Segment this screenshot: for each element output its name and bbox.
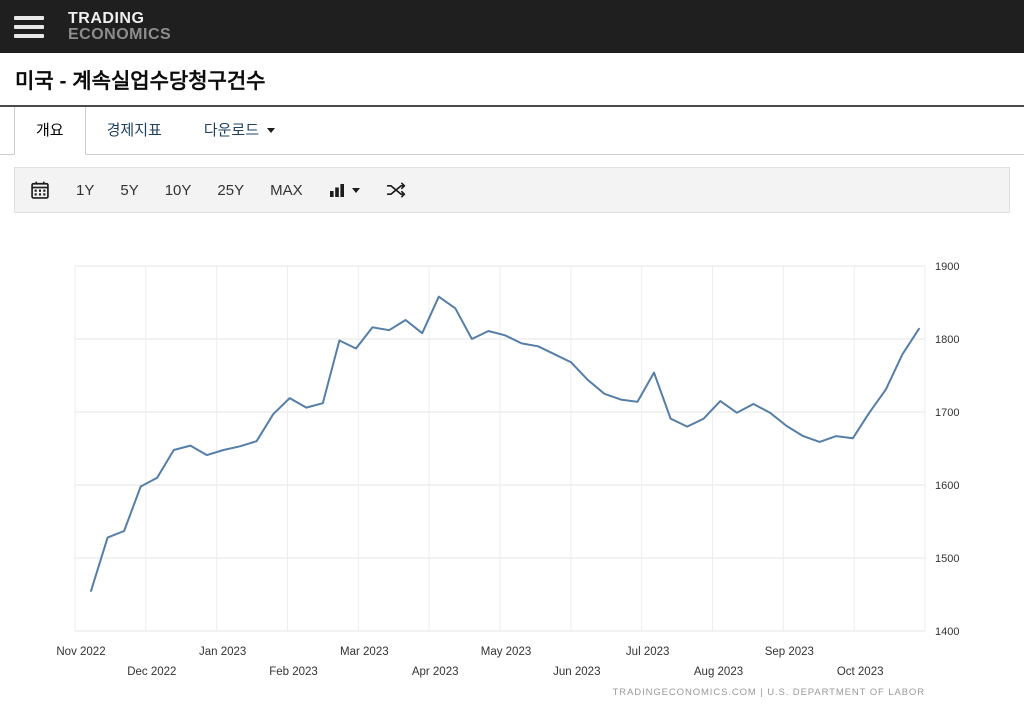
tab-overview-label: 개요 (36, 122, 64, 139)
page-title: 미국 - 계속실업수당청구건수 (15, 70, 266, 93)
brand-line-2: ECONOMICS (68, 25, 172, 43)
chart-toolbar: 1Y 5Y 10Y 25Y MAX (14, 167, 1010, 213)
bar-chart-icon (329, 184, 344, 197)
calendar-button[interactable] (30, 180, 50, 200)
svg-text:Feb 2023: Feb 2023 (269, 666, 318, 678)
tab-indicators-label: 경제지표 (106, 122, 162, 139)
brand-logo[interactable]: TRADING ECONOMICS (68, 9, 172, 43)
calendar-icon (31, 181, 49, 199)
vertical-gridlines (74, 266, 926, 631)
svg-text:Apr 2023: Apr 2023 (412, 666, 459, 678)
range-max-button[interactable]: MAX (270, 181, 303, 199)
svg-text:Dec 2022: Dec 2022 (127, 666, 176, 678)
svg-text:Aug 2023: Aug 2023 (694, 666, 743, 678)
svg-text:May 2023: May 2023 (481, 646, 532, 658)
tab-download[interactable]: 다운로드 (183, 107, 296, 154)
svg-text:1400: 1400 (935, 626, 959, 638)
svg-text:1900: 1900 (935, 261, 959, 273)
tab-download-label: 다운로드 (203, 122, 260, 139)
range-1y-button[interactable]: 1Y (76, 181, 95, 199)
series-line (90, 295, 920, 592)
chevron-down-icon (351, 187, 360, 193)
tab-overview[interactable]: 개요 (14, 107, 86, 155)
y-axis-labels: 1400 1500 1600 1700 1800 1900 (935, 261, 959, 638)
menu-icon[interactable] (14, 15, 44, 38)
chart-type-button[interactable] (329, 182, 360, 198)
tab-bar: 개요 경제지표 다운로드 (0, 107, 1024, 155)
svg-text:1800: 1800 (935, 334, 959, 346)
top-nav: TRADING ECONOMICS (0, 0, 1024, 53)
tab-indicators[interactable]: 경제지표 (86, 107, 183, 154)
shuffle-icon (386, 182, 405, 198)
svg-text:1600: 1600 (935, 480, 959, 492)
range-5y-button[interactable]: 5Y (120, 181, 139, 199)
range-10y-button[interactable]: 10Y (164, 181, 192, 199)
title-bar: 미국 - 계속실업수당청구건수 (0, 53, 1024, 107)
attribution: TRADINGECONOMICS.COM | U.S. DEPARTMENT O… (613, 687, 925, 698)
svg-text:Jun 2023: Jun 2023 (553, 666, 600, 678)
x-axis-labels: Nov 2022 Dec 2022 Jan 2023 Feb 2023 Mar 2023… (56, 646, 883, 678)
compare-button[interactable] (386, 180, 406, 200)
svg-text:Sep 2023: Sep 2023 (765, 646, 814, 658)
chevron-down-icon (267, 128, 276, 133)
svg-text:Jul 2023: Jul 2023 (626, 646, 669, 658)
svg-text:Jan 2023: Jan 2023 (199, 646, 246, 658)
svg-text:Nov 2022: Nov 2022 (56, 646, 105, 658)
svg-text:1700: 1700 (935, 407, 959, 419)
svg-text:1500: 1500 (935, 553, 959, 565)
svg-text:Oct 2023: Oct 2023 (837, 666, 884, 678)
brand-line-1: TRADING (68, 9, 145, 27)
range-25y-button[interactable]: 25Y (217, 181, 245, 199)
chart-area[interactable]: 1400 1500 1600 1700 1800 1900 Nov 2022 Dec 202… (0, 231, 1024, 706)
svg-text:Mar 2023: Mar 2023 (340, 646, 389, 658)
